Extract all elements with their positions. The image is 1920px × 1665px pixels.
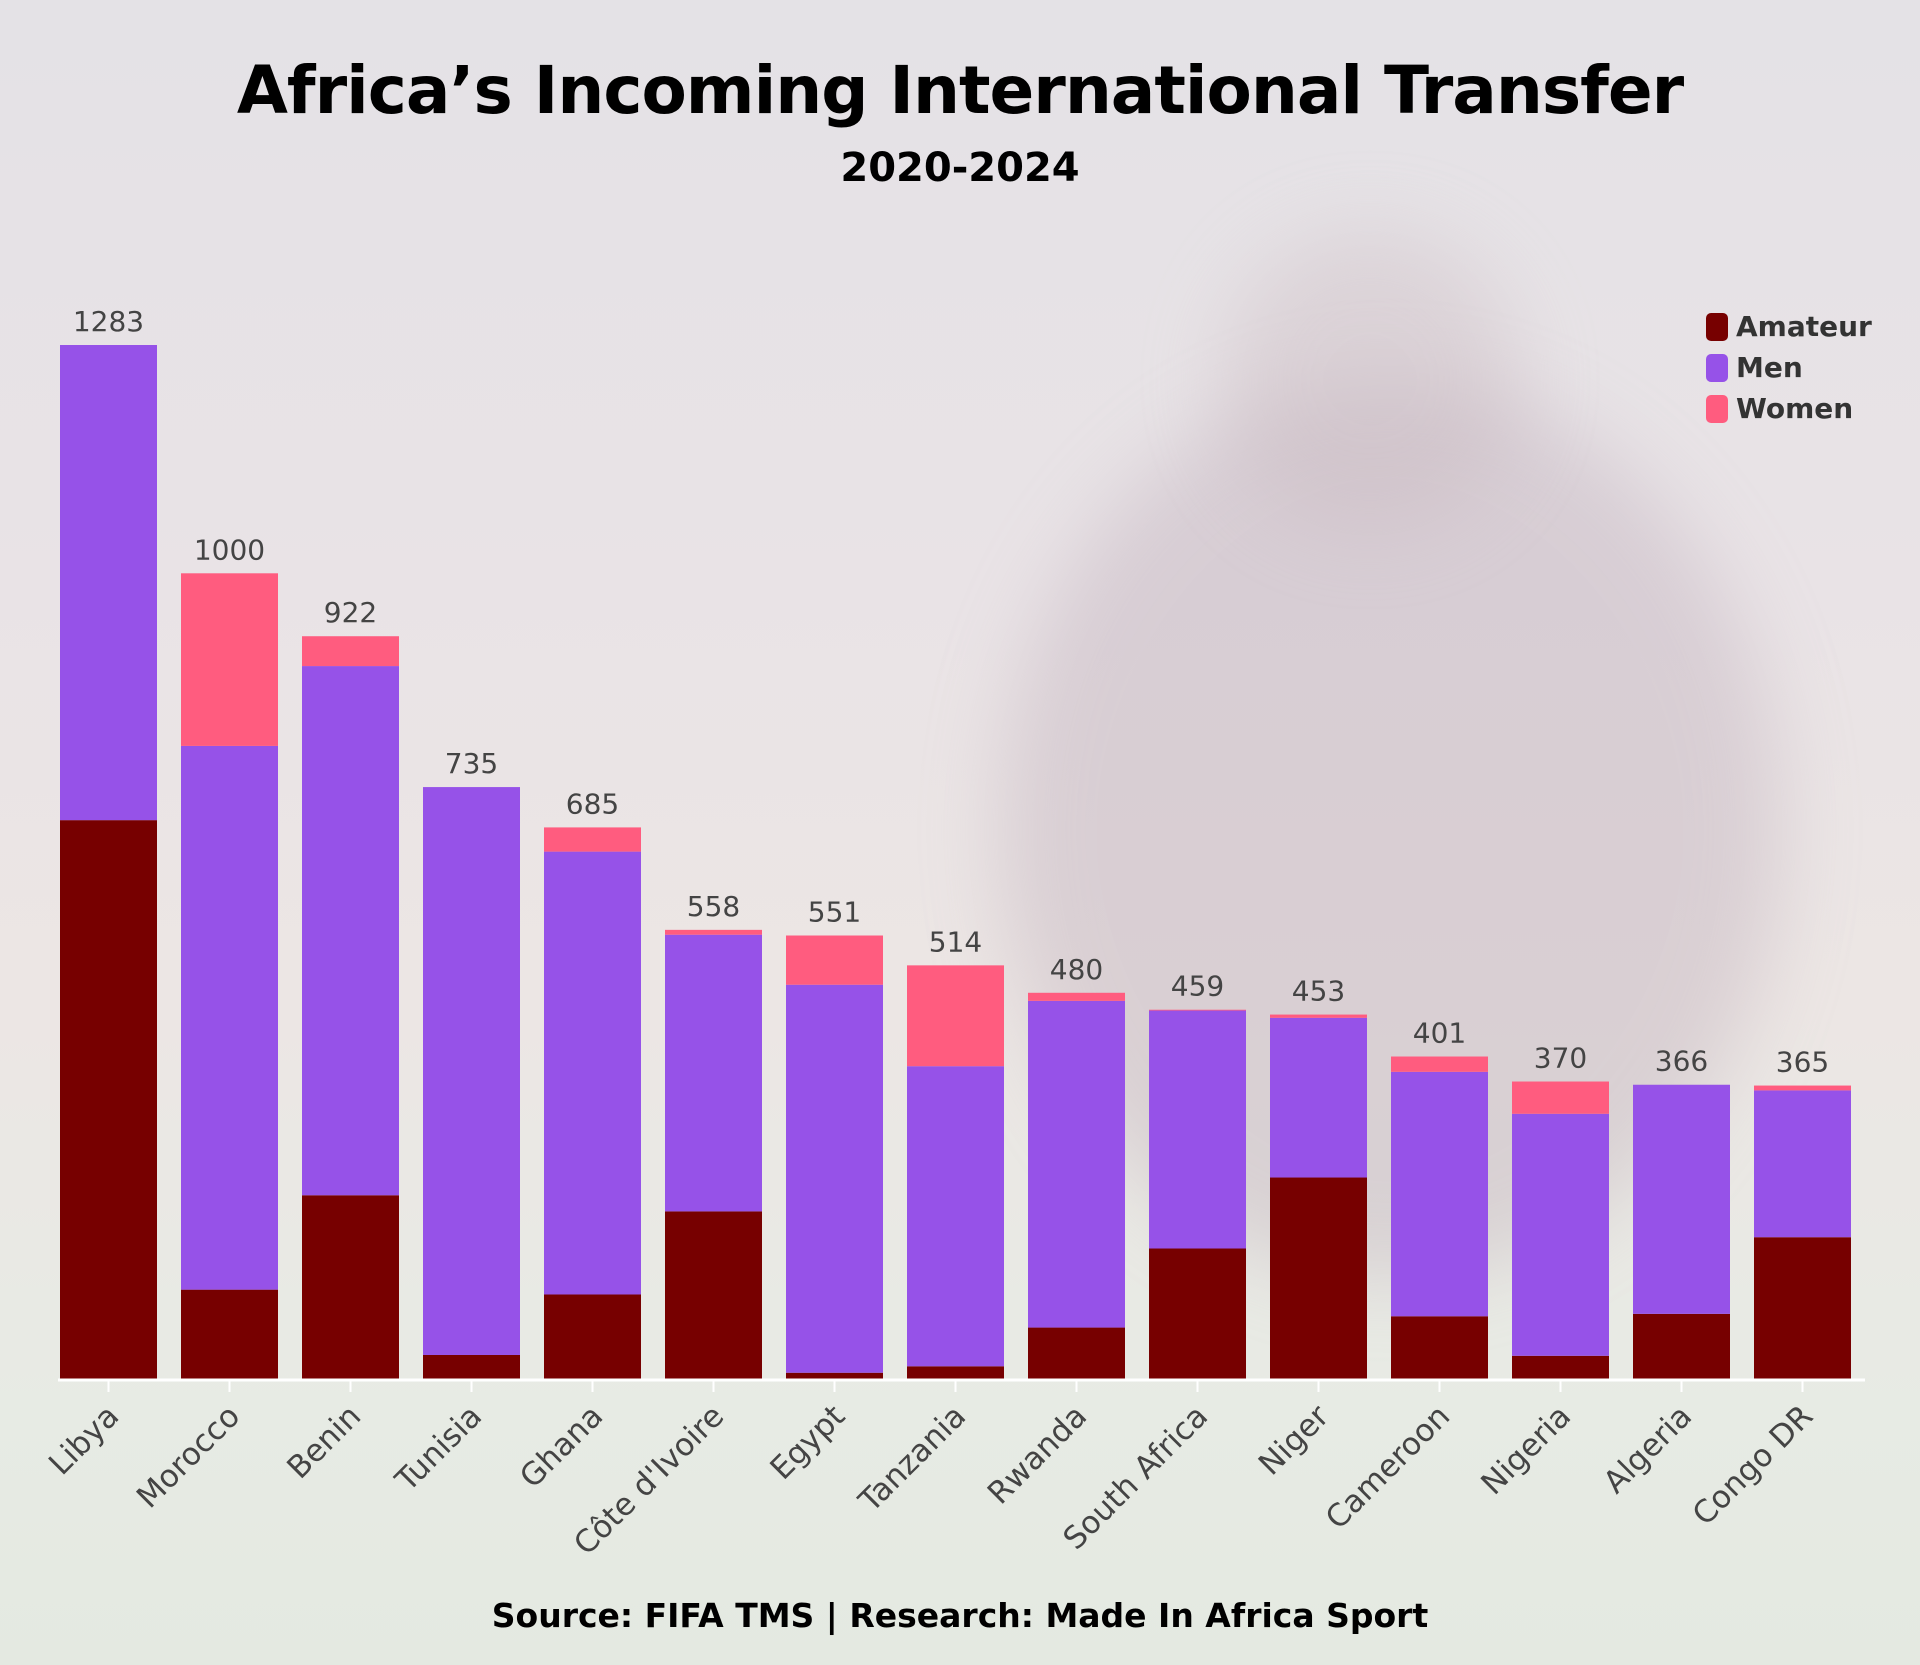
data-label: 558 [687, 890, 740, 923]
bar-men [60, 345, 157, 821]
bar-amateur [1149, 1248, 1246, 1380]
legend-item-amateur: Amateur [1706, 306, 1872, 347]
bar-men [423, 787, 520, 1355]
legend-swatch-amateur [1706, 312, 1728, 341]
bar-amateur [665, 1211, 762, 1380]
x-tick-label: Cameroon [1319, 1398, 1457, 1536]
bar-amateur [544, 1294, 641, 1380]
data-label: 480 [1050, 953, 1103, 986]
chart-title: Africa’s Incoming International Transfer [236, 52, 1684, 129]
data-label: 401 [1413, 1017, 1466, 1050]
bar-men [907, 1066, 1004, 1367]
data-label: 551 [808, 896, 861, 929]
x-tick-label: Nigeria [1474, 1398, 1578, 1502]
bar-men [1512, 1113, 1609, 1356]
bar-women [1149, 1009, 1246, 1011]
data-label: 453 [1292, 975, 1345, 1008]
bar-men [1754, 1090, 1851, 1238]
bar-women [665, 929, 762, 935]
bar-women [1028, 992, 1125, 1001]
x-tick-label: Benin [280, 1398, 368, 1486]
bar-men [181, 745, 278, 1290]
x-tick-label: Algeria [1597, 1398, 1699, 1500]
legend-swatch-women [1706, 394, 1728, 423]
data-label: 366 [1655, 1045, 1708, 1078]
bar-women [1512, 1081, 1609, 1114]
bar-amateur [1754, 1237, 1851, 1380]
legend-label: Women [1736, 392, 1854, 425]
bar-men [1028, 1000, 1125, 1328]
data-label: 685 [566, 787, 619, 820]
data-label: 922 [324, 596, 377, 629]
data-label: 459 [1171, 970, 1224, 1003]
x-tick-label: Congo DR [1686, 1398, 1820, 1532]
data-label: 370 [1534, 1042, 1587, 1075]
bar-amateur [907, 1366, 1004, 1380]
bar-amateur [1633, 1313, 1730, 1380]
bar-women [1754, 1085, 1851, 1091]
bar-amateur [423, 1354, 520, 1380]
bar-women [786, 935, 883, 985]
bar-men [665, 934, 762, 1212]
bar-amateur [60, 820, 157, 1380]
x-tick-label: Morocco [130, 1398, 247, 1515]
x-tick-label: Ghana [513, 1398, 610, 1495]
legend-item-women: Women [1706, 388, 1872, 429]
x-tick-label: Rwanda [981, 1398, 1094, 1511]
x-tick-label: Tunisia [388, 1398, 489, 1499]
bar-amateur [1270, 1177, 1367, 1380]
data-label: 735 [445, 747, 498, 780]
x-tick-label: Niger [1252, 1398, 1337, 1483]
chart-legend: Amateur Men Women [1706, 306, 1872, 429]
bar-women [1391, 1056, 1488, 1072]
data-label: 1283 [73, 305, 144, 338]
source-note: Source: FIFA TMS | Research: Made In Afr… [491, 1596, 1429, 1635]
legend-swatch-men [1706, 353, 1728, 382]
bar-men [544, 851, 641, 1295]
bar-men [1391, 1071, 1488, 1317]
bar-amateur [1512, 1355, 1609, 1380]
data-label: 365 [1776, 1046, 1829, 1079]
legend-item-men: Men [1706, 347, 1872, 388]
bar-amateur [302, 1195, 399, 1380]
chart-subtitle: 2020-2024 [840, 145, 1080, 191]
legend-label: Men [1736, 351, 1803, 384]
bar-men [1270, 1017, 1367, 1178]
bar-women [907, 965, 1004, 1067]
bar-men [1149, 1010, 1246, 1249]
x-tick-label: Libya [42, 1398, 126, 1482]
bar-amateur [1028, 1327, 1125, 1380]
bar-men [1633, 1084, 1730, 1314]
data-label: 514 [929, 925, 982, 958]
bar-men [302, 666, 399, 1196]
bar-amateur [786, 1372, 883, 1380]
bar-women [1270, 1014, 1367, 1018]
bar-women [181, 573, 278, 746]
x-tick-label: Tanzania [852, 1398, 974, 1520]
legend-label: Amateur [1736, 310, 1872, 343]
bar-women [544, 827, 641, 852]
x-tick-label: Egypt [763, 1398, 852, 1487]
bar-men [786, 984, 883, 1373]
data-label: 1000 [194, 533, 265, 566]
bar-amateur [1391, 1316, 1488, 1380]
bar-women [302, 636, 399, 667]
background-photo-shade [1220, 230, 1520, 530]
bar-amateur [181, 1289, 278, 1380]
